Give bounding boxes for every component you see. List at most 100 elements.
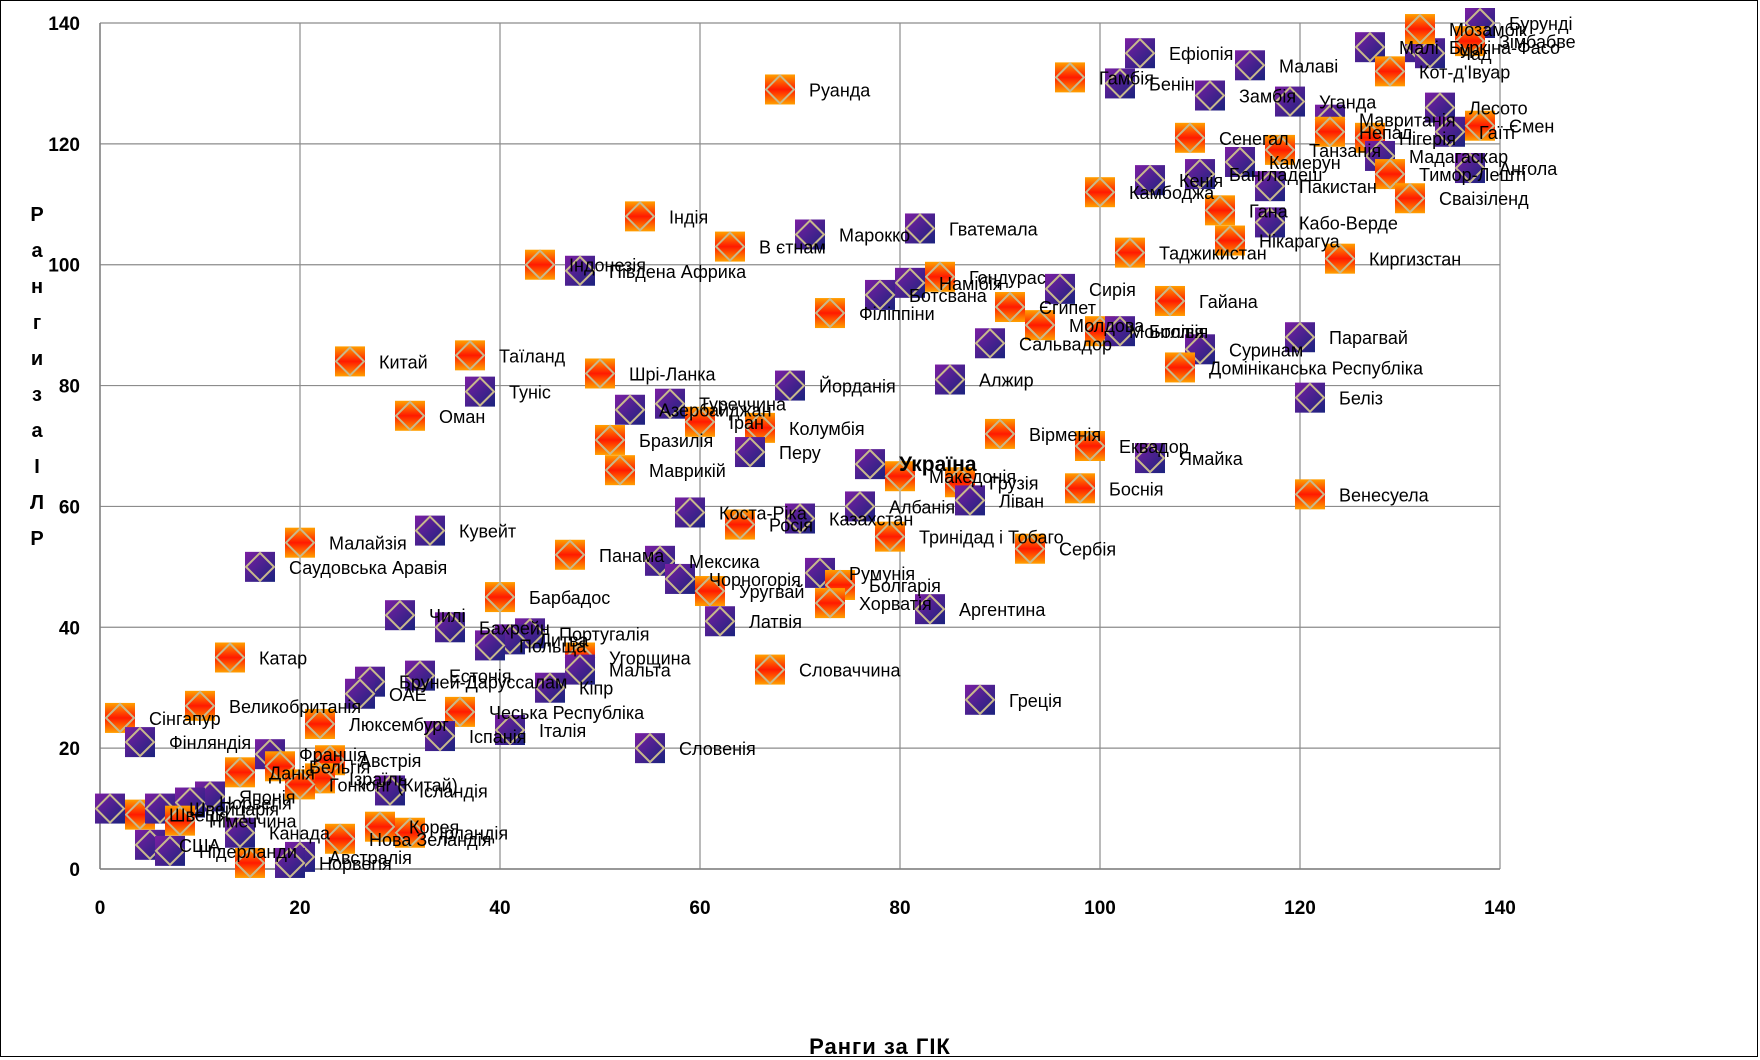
- data-point: [384, 599, 416, 631]
- point-label: Гонконг (Китай): [329, 775, 458, 795]
- point-label: Беліз: [1339, 389, 1383, 409]
- x-tick-label: 100: [1084, 898, 1116, 919]
- point-label: Монголія: [1129, 322, 1204, 342]
- point-label: Зімбабве: [1499, 32, 1576, 52]
- point-label: Лесото: [1469, 99, 1528, 119]
- data-point: [624, 200, 656, 232]
- point-label: Японія: [239, 787, 295, 807]
- data-point: [894, 267, 926, 299]
- point-label: Гондурас: [969, 268, 1046, 288]
- point-label: Болгарія: [869, 576, 941, 596]
- point-label: Алжир: [979, 371, 1034, 391]
- point-label: Сенегал: [1219, 129, 1289, 149]
- data-point: [104, 702, 136, 734]
- point-label: Тринідад і Тобаго: [919, 528, 1064, 548]
- data-point: [864, 279, 896, 311]
- point-label: Китай: [379, 352, 428, 372]
- point-label: Мальта: [609, 661, 672, 681]
- data-point: [1174, 122, 1206, 154]
- data-point: [434, 611, 466, 643]
- data-point: [1024, 309, 1056, 341]
- point-label: Кабо-Верде: [1299, 213, 1398, 233]
- data-point: [1354, 31, 1386, 63]
- point-label: Росія: [769, 516, 813, 536]
- axes: [99, 23, 1500, 870]
- data-point: [1084, 176, 1116, 208]
- point-label: Чорногорія: [709, 570, 801, 590]
- data-point: [1044, 273, 1076, 305]
- point-label: Молдова: [1069, 316, 1145, 336]
- point-label: Пакистан: [1299, 177, 1377, 197]
- point-label: Бенін: [1149, 74, 1195, 94]
- data-point: [664, 563, 696, 595]
- point-label: Німеччина: [209, 812, 298, 832]
- data-point: [1254, 207, 1286, 238]
- point-label: Гана: [1249, 201, 1289, 221]
- data-point: [1154, 285, 1186, 317]
- point-label: Швеція: [169, 806, 229, 826]
- point-label: Бельгія: [309, 757, 370, 777]
- point-label: Словенія: [679, 739, 756, 759]
- point-label: Україна: [899, 453, 977, 476]
- data-point: [1194, 80, 1226, 111]
- point-label: Уругвай: [739, 582, 804, 602]
- point-label: Литва: [539, 630, 589, 650]
- point-label: Ісландія: [419, 781, 488, 801]
- data-point: [1234, 49, 1266, 81]
- data-point: [564, 654, 596, 685]
- point-label: Панама: [599, 546, 665, 566]
- point-label: Камерун: [1269, 153, 1341, 173]
- point-label: Швейцарія: [189, 800, 279, 820]
- x-tick-label: 40: [489, 898, 510, 919]
- x-tick-label: 140: [1484, 898, 1516, 919]
- data-point: [564, 255, 596, 287]
- point-label: ОАЕ: [389, 685, 427, 705]
- data-point: [1464, 110, 1496, 142]
- data-point: [1394, 182, 1426, 214]
- point-label: Кот-д'Івуар: [1419, 62, 1510, 82]
- point-label: Саудовська Аравія: [289, 558, 447, 578]
- x-tick-label: 80: [889, 898, 910, 919]
- data-point: [224, 817, 256, 849]
- point-label: Суринам: [1229, 340, 1303, 360]
- data-point: [854, 448, 886, 480]
- data-point: [724, 509, 756, 540]
- point-label: Замбія: [1239, 87, 1296, 107]
- data-point: [1134, 442, 1166, 474]
- data-point: [1294, 382, 1326, 414]
- point-label: Франція: [299, 745, 367, 765]
- data-point: [1014, 533, 1046, 565]
- data-point: [784, 503, 816, 534]
- data-point: [124, 726, 156, 758]
- data-point: [1314, 116, 1346, 148]
- y-axis-title-letter: Р: [30, 204, 44, 226]
- data-point: [554, 539, 586, 571]
- data-point: [584, 358, 616, 389]
- y-axis-title-letter: н: [30, 276, 44, 298]
- data-point: [364, 811, 396, 843]
- point-label: Сінгапур: [149, 709, 221, 729]
- y-tick-label: 20: [59, 739, 80, 760]
- point-label: Іран: [729, 413, 764, 433]
- point-label: Великобританія: [229, 697, 361, 717]
- data-point: [1124, 37, 1156, 69]
- data-point: [924, 261, 956, 293]
- point-label: Аргентина: [959, 600, 1046, 620]
- point-label: Чад: [1459, 44, 1492, 64]
- point-label: Чеська Республіка: [489, 703, 645, 723]
- data-point: [1454, 25, 1486, 57]
- point-label: Уганда: [1319, 93, 1377, 113]
- data-point: [654, 388, 686, 420]
- data-point: [884, 460, 916, 492]
- x-axis-title: Ранги за ГІК: [809, 1034, 951, 1059]
- data-point: [684, 406, 716, 438]
- point-label: Мозамбік: [1449, 20, 1527, 40]
- point-label: Сваізіленд: [1439, 189, 1529, 209]
- point-label: Ірландія: [439, 824, 508, 844]
- point-label: Грузія: [989, 473, 1039, 493]
- data-point: [1404, 13, 1436, 45]
- data-point: [714, 231, 746, 262]
- point-label: Бразилія: [639, 431, 713, 451]
- point-label: Перу: [779, 443, 821, 463]
